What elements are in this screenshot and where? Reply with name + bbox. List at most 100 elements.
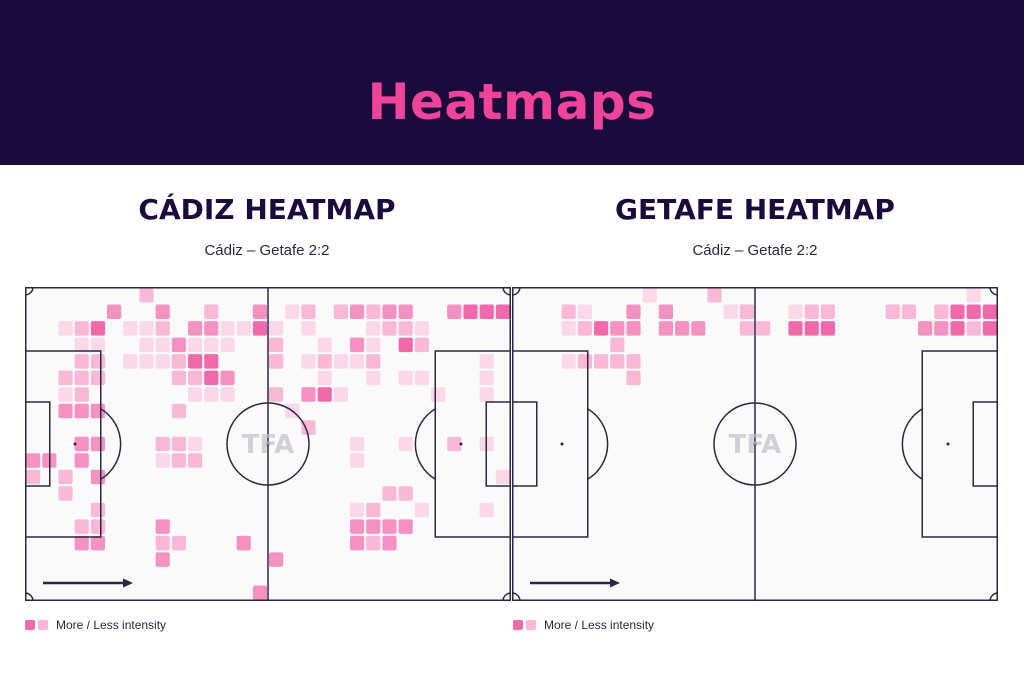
heatmap-cell: [171, 370, 186, 386]
heatmap-cell: [317, 337, 332, 353]
heatmap-cell: [658, 321, 673, 336]
heatmap-cell: [966, 321, 981, 336]
heatmap-cell: [90, 535, 105, 551]
heatmap-cell: [155, 436, 170, 452]
heatmap-cell: [479, 304, 494, 319]
heatmap-cell: [366, 519, 381, 534]
heatmap-cell: [610, 354, 625, 369]
legend-less-swatch: [38, 620, 48, 630]
heatmap-cell: [252, 321, 267, 336]
heatmap-cell: [269, 552, 284, 567]
center-circle: [713, 402, 797, 486]
heatmap-cell: [495, 469, 510, 485]
heatmap-cell: [982, 304, 997, 319]
corner-arc: [502, 592, 511, 601]
heatmap-cell: [350, 535, 365, 551]
heatmap-cell: [58, 486, 73, 501]
heatmap-cell: [561, 354, 576, 369]
corner-arc: [25, 287, 34, 296]
heatmap-cell: [301, 387, 316, 402]
heatmap-cell: [561, 304, 576, 319]
heatmap-cell: [495, 304, 510, 319]
heatmap-cell: [188, 436, 203, 452]
attack-direction-arrow-icon: [530, 578, 620, 588]
heatmap-cell: [594, 321, 609, 336]
heatmap-cell: [382, 304, 397, 319]
heatmap-cell: [58, 469, 73, 485]
heatmap-cell: [220, 337, 235, 353]
heatmap-cell: [479, 370, 494, 386]
heatmap-cell: [966, 288, 981, 303]
legend-label: More / Less intensity: [544, 618, 655, 632]
heatmap-cell: [707, 288, 722, 303]
heatmap-cell: [90, 370, 105, 386]
corner-arc: [512, 592, 521, 601]
heatmap-cell: [74, 436, 89, 452]
heatmap-cell: [107, 304, 122, 319]
heatmap-cell: [155, 354, 170, 369]
heatmap-cell: [804, 304, 819, 319]
heatmap-cell: [350, 304, 365, 319]
heatmap-cell: [577, 321, 592, 336]
heatmap-cell: [626, 354, 641, 369]
heatmap-cell: [204, 337, 219, 353]
heatmap-cell: [982, 321, 997, 336]
corner-arc: [512, 287, 521, 296]
heatmap-cell: [220, 321, 235, 336]
heatmap-cell: [333, 387, 348, 402]
heatmap-cell: [447, 436, 462, 452]
heatmap-cell: [382, 535, 397, 551]
penalty-spot: [459, 442, 463, 446]
legend-more-swatch: [25, 620, 35, 630]
legend-less-swatch: [526, 620, 536, 630]
heatmap-cell: [171, 453, 186, 468]
heatmap-cell: [918, 321, 933, 336]
left-penalty-arc: [587, 408, 609, 480]
corner-arc: [989, 592, 998, 601]
heatmap-cell: [204, 304, 219, 319]
heatmap-cell: [74, 519, 89, 534]
heatmap-cell: [204, 370, 219, 386]
heatmap-cell: [642, 288, 657, 303]
getafe-legend: More / Less intensity: [513, 618, 654, 632]
heatmap-cell: [675, 321, 690, 336]
heatmap-cell: [171, 403, 186, 419]
tfa-watermark: TFA: [729, 430, 782, 460]
heatmap-cell: [123, 354, 138, 369]
heatmap-cell: [739, 321, 754, 336]
heatmap-cell: [188, 337, 203, 353]
heatmap-cell: [90, 436, 105, 452]
heatmap-cell: [788, 321, 803, 336]
heatmap-cell: [479, 502, 494, 518]
heatmap-cell: [756, 321, 771, 336]
heatmap-cell: [58, 403, 73, 419]
heatmap-cell: [269, 321, 284, 336]
heatmap-cell: [723, 304, 738, 319]
heatmap-cell: [139, 288, 154, 303]
heatmap-cell: [820, 304, 835, 319]
right-goal-box: [485, 401, 511, 487]
heatmap-cell: [577, 304, 592, 319]
heatmap-cell: [350, 354, 365, 369]
heatmap-cell: [155, 535, 170, 551]
heatmap-cell: [398, 370, 413, 386]
heatmap-cell: [317, 387, 332, 402]
right-penalty-arc: [901, 408, 923, 480]
heatmap-cell: [934, 321, 949, 336]
heatmap-cell: [188, 370, 203, 386]
heatmap-cell: [479, 354, 494, 369]
heatmap-cell: [691, 321, 706, 336]
heatmap-cell: [366, 535, 381, 551]
heatmap-cell: [155, 337, 170, 353]
heatmap-cell: [58, 321, 73, 336]
heatmap-cell: [171, 436, 186, 452]
penalty-spot: [946, 442, 950, 446]
heatmap-cell: [171, 535, 186, 551]
heatmap-cells: [26, 288, 510, 600]
heatmap-cells: [561, 288, 997, 386]
heatmap-cell: [398, 486, 413, 501]
heatmap-cell: [610, 337, 625, 353]
right-penalty-arc: [414, 408, 436, 480]
heatmap-cell: [398, 321, 413, 336]
heatmap-cell: [220, 370, 235, 386]
